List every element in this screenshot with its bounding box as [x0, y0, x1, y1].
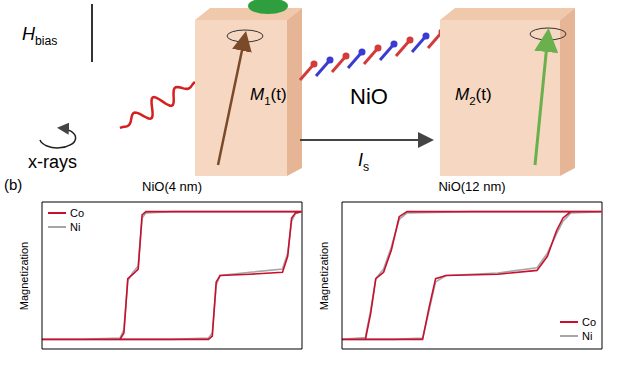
html-text:Magnetization: Magnetization	[318, 241, 330, 310]
svg-text:Is: Is	[358, 150, 369, 174]
html-text:NiO(4 nm): NiO(4 nm)	[142, 179, 202, 194]
html-text:Ni: Ni	[70, 221, 81, 233]
html-text:Co: Co	[70, 207, 85, 219]
html-text:Ni: Ni	[581, 330, 593, 342]
html-text:Co: Co	[581, 316, 596, 328]
html-text:Magnetization: Magnetization	[18, 241, 30, 310]
svg-text:x-rays: x-rays	[28, 152, 77, 172]
svg-text:Hbias: Hbias	[22, 24, 57, 48]
svg-text:M1(t): M1(t)	[250, 85, 287, 107]
svg-text:M2(t): M2(t)	[455, 85, 492, 107]
html-text:NiO(12 nm): NiO(12 nm)	[438, 179, 506, 194]
html-text:(b): (b)	[4, 176, 23, 193]
svg-text:NiO: NiO	[350, 84, 388, 109]
